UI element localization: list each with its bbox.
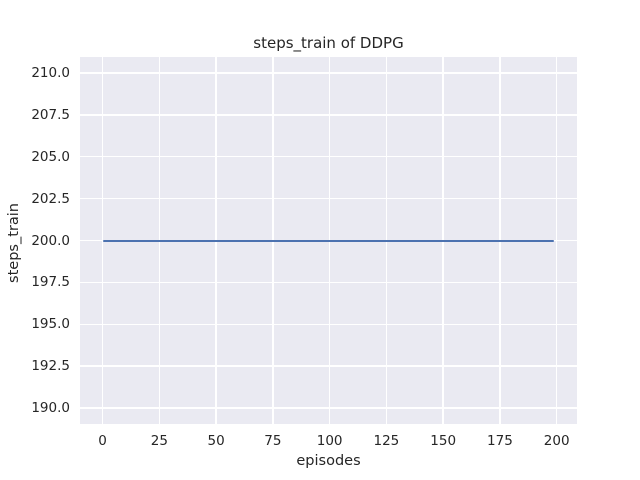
x-tick-label: 25 <box>150 433 168 449</box>
y-tick-label: 190.0 <box>31 400 70 417</box>
y-gridline <box>80 197 577 200</box>
x-tick-label: 0 <box>98 433 107 449</box>
y-tick-label: 202.5 <box>31 190 70 207</box>
y-tick-label: 200.0 <box>31 232 70 249</box>
y-tick-label: 210.0 <box>31 64 70 81</box>
y-tick-label: 197.5 <box>31 274 70 291</box>
x-tick-label: 125 <box>373 433 400 449</box>
y-tick-label: 207.5 <box>31 106 70 123</box>
x-tick-label: 50 <box>207 433 225 449</box>
y-tick-label: 195.0 <box>31 316 70 333</box>
y-gridline <box>80 407 577 409</box>
y-gridline <box>80 114 577 116</box>
y-gridline <box>80 281 577 284</box>
chart-title: steps_train of DDPG <box>253 34 404 52</box>
x-tick-label: 175 <box>487 433 513 449</box>
plot-area: 0 25 50 75 100 125 150 175 200 190.0 192.5 195.0 197… <box>31 57 577 449</box>
series-line-steps_train <box>102 239 555 242</box>
x-tick-label: 200 <box>543 433 570 449</box>
x-tick-label: 100 <box>316 433 343 449</box>
x-axis-label: episodes <box>296 453 361 469</box>
x-tick-label: 150 <box>430 433 457 449</box>
y-gridline <box>80 156 577 158</box>
y-tick-label: 205.0 <box>31 148 70 165</box>
y-tick-label: 192.5 <box>31 358 70 375</box>
y-gridline <box>80 365 577 367</box>
x-tick-label: 75 <box>264 433 282 449</box>
y-gridline <box>80 323 577 325</box>
y-gridline <box>80 72 577 74</box>
